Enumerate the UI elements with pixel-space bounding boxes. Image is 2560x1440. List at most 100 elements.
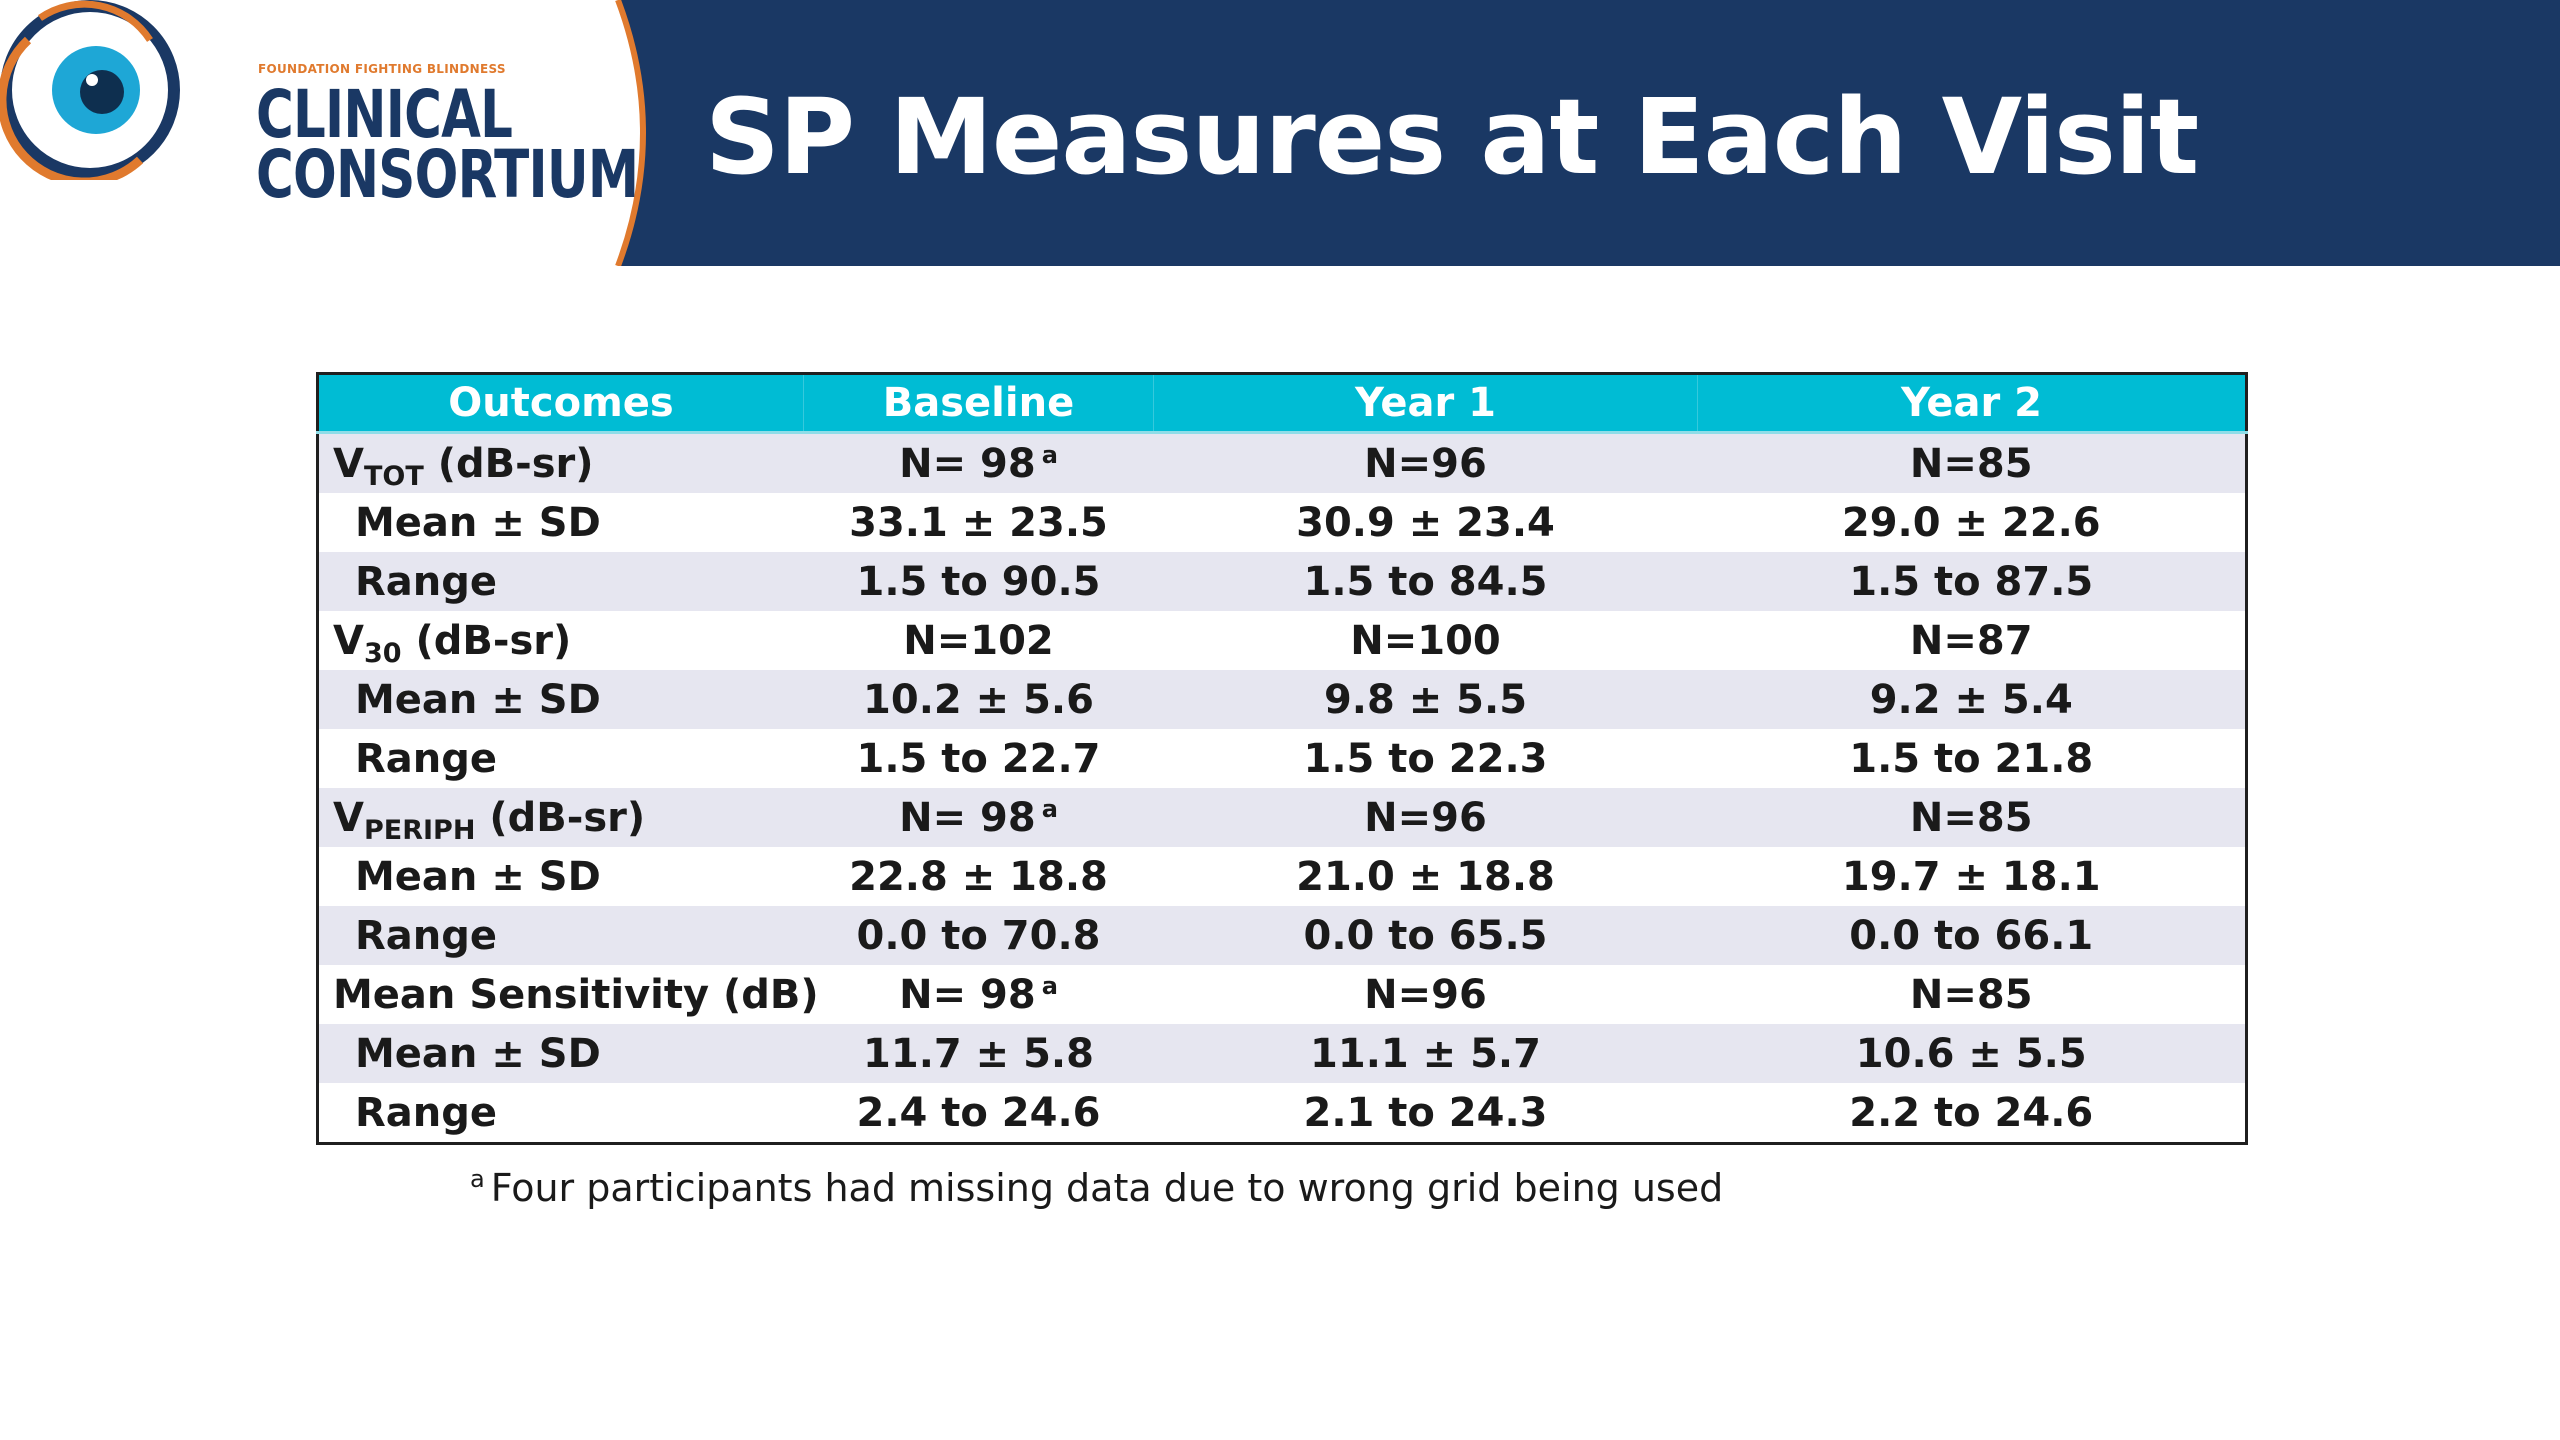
outcome-unit: (dB-sr)	[475, 794, 646, 841]
logo-panel: FOUNDATION FIGHTING BLINDNESS CLINICAL C…	[0, 0, 660, 266]
mean-year-2: 9.2 ± 5.4	[1697, 670, 2247, 729]
page-title: SP Measures at Each Visit	[705, 76, 2199, 198]
row-label: Mean ± SD	[317, 493, 804, 552]
table-row: VTOT (dB-sr) N= 98 a N=96 N=85	[317, 432, 2247, 493]
n-baseline: N= 98 a	[803, 788, 1154, 847]
table-row: Range 0.0 to 70.8 0.0 to 65.5 0.0 to 66.…	[317, 906, 2247, 965]
sp-measures-table: Outcomes Baseline Year 1 Year 2 VTOT (dB…	[316, 372, 2248, 1145]
footnote-text: Four participants had missing data due t…	[490, 1166, 1724, 1210]
mean-year-2: 29.0 ± 22.6	[1697, 493, 2247, 552]
n-year-1: N=96	[1153, 788, 1698, 847]
outcome-unit: (dB-sr)	[423, 440, 594, 487]
row-label: Mean ± SD	[317, 1024, 804, 1083]
n-year-2: N=85	[1697, 432, 2247, 493]
column-header-baseline: Baseline	[803, 373, 1154, 434]
table-row: Range 1.5 to 22.7 1.5 to 22.3 1.5 to 21.…	[317, 729, 2247, 788]
mean-year-2: 19.7 ± 18.1	[1697, 847, 2247, 906]
n-value: N= 98	[899, 440, 1036, 487]
outcome-name: V	[333, 440, 364, 487]
n-baseline: N=102	[803, 611, 1154, 670]
range-baseline: 1.5 to 22.7	[803, 729, 1154, 788]
range-year-2: 2.2 to 24.6	[1697, 1083, 2247, 1144]
mean-baseline: 11.7 ± 5.8	[803, 1024, 1154, 1083]
eye-logo-icon	[0, 0, 180, 180]
n-baseline: N= 98 a	[803, 432, 1154, 493]
outcome-name: V	[333, 617, 364, 664]
row-label: Range	[317, 906, 804, 965]
n-year-1: N=100	[1153, 611, 1698, 670]
column-header-year-1: Year 1	[1153, 373, 1698, 434]
n-value: N=85	[1909, 971, 2033, 1018]
table-row: V30 (dB-sr) N=102 N=100 N=87	[317, 611, 2247, 670]
n-value: N=96	[1364, 794, 1487, 841]
logo-panel-shape	[0, 0, 646, 266]
n-year-2: N=87	[1697, 611, 2247, 670]
n-value: N=100	[1350, 617, 1501, 664]
n-value: N=85	[1909, 440, 2033, 487]
n-value: N=96	[1364, 440, 1487, 487]
table-row: Range 1.5 to 90.5 1.5 to 84.5 1.5 to 87.…	[317, 552, 2247, 611]
n-year-2: N=85	[1697, 788, 2247, 847]
row-label: Mean ± SD	[317, 847, 804, 906]
mean-year-1: 11.1 ± 5.7	[1153, 1024, 1698, 1083]
table-row: Mean ± SD 22.8 ± 18.8 21.0 ± 18.8 19.7 ±…	[317, 847, 2247, 906]
mean-baseline: 10.2 ± 5.6	[803, 670, 1154, 729]
outcome-label: Mean Sensitivity (dB)	[317, 965, 819, 1024]
range-year-1: 1.5 to 22.3	[1153, 729, 1698, 788]
footnote-marker: a	[470, 1165, 485, 1193]
footnote: a Four participants had missing data due …	[470, 1166, 1723, 1210]
n-year-1: N=96	[1153, 432, 1698, 493]
range-baseline: 0.0 to 70.8	[803, 906, 1154, 965]
range-year-2: 1.5 to 87.5	[1697, 552, 2247, 611]
range-year-2: 1.5 to 21.8	[1697, 729, 2247, 788]
column-header-year-2: Year 2	[1697, 373, 2247, 434]
n-year-2: N=85	[1697, 965, 2247, 1024]
logo-org-name: FOUNDATION FIGHTING BLINDNESS	[258, 62, 506, 76]
outcome-unit: (dB-sr)	[401, 617, 572, 664]
n-value: N= 98	[899, 794, 1036, 841]
n-value: N=102	[903, 617, 1054, 664]
outcome-label: VPERIPH (dB-sr)	[317, 788, 804, 847]
table-row: Mean Sensitivity (dB) N= 98 a N=96 N=85	[317, 965, 2247, 1024]
outcome-subscript: TOT	[363, 460, 424, 492]
table-row: Mean ± SD 11.7 ± 5.8 11.1 ± 5.7 10.6 ± 5…	[317, 1024, 2247, 1083]
logo-clinical: CLINICAL	[256, 76, 513, 153]
footnote-marker: a	[1041, 971, 1058, 1000]
table-row: Mean ± SD 10.2 ± 5.6 9.8 ± 5.5 9.2 ± 5.4	[317, 670, 2247, 729]
logo-consortium: CONSORTIUM	[256, 136, 639, 213]
n-value: N= 98	[899, 971, 1036, 1018]
mean-year-1: 30.9 ± 23.4	[1153, 493, 1698, 552]
outcome-subscript: PERIPH	[363, 814, 476, 846]
n-value: N=96	[1364, 971, 1487, 1018]
row-label: Range	[317, 729, 804, 788]
n-year-1: N=96	[1153, 965, 1698, 1024]
mean-year-1: 9.8 ± 5.5	[1153, 670, 1698, 729]
n-value: N=85	[1909, 794, 2033, 841]
outcome-subscript: 30	[363, 637, 402, 669]
mean-baseline: 33.1 ± 23.5	[803, 493, 1154, 552]
row-label: Range	[317, 552, 804, 611]
table-header-row: Outcomes Baseline Year 1 Year 2	[317, 373, 2247, 434]
mean-baseline: 22.8 ± 18.8	[803, 847, 1154, 906]
n-value: N=87	[1909, 617, 2033, 664]
table-row: Mean ± SD 33.1 ± 23.5 30.9 ± 23.4 29.0 ±…	[317, 493, 2247, 552]
outcome-name: Mean Sensitivity (dB)	[333, 971, 819, 1018]
range-year-1: 2.1 to 24.3	[1153, 1083, 1698, 1144]
row-label: Mean ± SD	[317, 670, 804, 729]
range-baseline: 1.5 to 90.5	[803, 552, 1154, 611]
title-banner: FOUNDATION FIGHTING BLINDNESS CLINICAL C…	[0, 0, 2560, 266]
table-row: VPERIPH (dB-sr) N= 98 a N=96 N=85	[317, 788, 2247, 847]
n-baseline: N= 98 a	[803, 965, 1154, 1024]
range-year-1: 0.0 to 65.5	[1153, 906, 1698, 965]
range-baseline: 2.4 to 24.6	[803, 1083, 1154, 1144]
table-row: Range 2.4 to 24.6 2.1 to 24.3 2.2 to 24.…	[317, 1083, 2247, 1144]
mean-year-1: 21.0 ± 18.8	[1153, 847, 1698, 906]
mean-year-2: 10.6 ± 5.5	[1697, 1024, 2247, 1083]
outcome-label: V30 (dB-sr)	[317, 611, 804, 670]
row-label: Range	[317, 1083, 804, 1144]
footnote-marker: a	[1041, 440, 1058, 469]
range-year-2: 0.0 to 66.1	[1697, 906, 2247, 965]
outcome-label: VTOT (dB-sr)	[317, 432, 804, 493]
range-year-1: 1.5 to 84.5	[1153, 552, 1698, 611]
